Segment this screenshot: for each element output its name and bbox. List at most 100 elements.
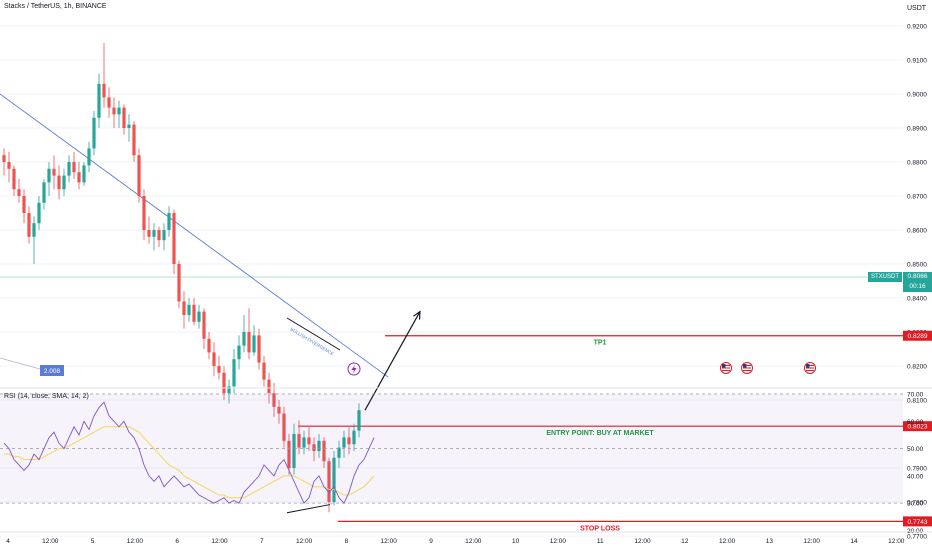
candle-body: [227, 386, 231, 394]
candle-body: [92, 117, 96, 149]
candle-body: [247, 332, 251, 353]
candle-body: [232, 359, 236, 387]
time-tick-label: 12: [681, 538, 689, 545]
candle-body: [212, 352, 216, 366]
candle-body: [22, 196, 26, 213]
price-tick-label: 0.8800: [907, 160, 927, 167]
candle-body: [12, 168, 16, 190]
currency-label: USDT: [907, 5, 927, 12]
us-flag-icon: [720, 362, 732, 374]
time-tick-label: 12:00: [465, 538, 482, 545]
time-tick-label: 5: [91, 538, 95, 545]
candle-body: [267, 379, 271, 394]
time-tick-label: 12:00: [211, 538, 228, 545]
time-tick-label: 12:00: [127, 538, 144, 545]
price-axis: 0.9200 0.9100 0.9000 0.8900 0.8800 0.8700 0.86…: [903, 24, 932, 541]
candle-body: [242, 332, 246, 346]
time-tick-label: 12:00: [719, 538, 736, 545]
divergence-label: BULLISH DIVERGENCE: [289, 327, 334, 357]
lightning-icon: [347, 362, 361, 376]
lightning-glyph: [351, 364, 357, 374]
candle-body: [317, 440, 321, 451]
rsi-tick-label: 30.00: [907, 501, 924, 508]
level-tag: [903, 330, 932, 341]
level-tag-text: 0.8289: [908, 333, 928, 340]
candle-body: [117, 107, 121, 115]
candle-body: [182, 301, 186, 315]
trend-extension: [0, 357, 41, 370]
us-flag-icon: [804, 362, 816, 374]
candle-body: [187, 304, 191, 315]
candle-body: [132, 124, 136, 156]
candle-body: [27, 213, 31, 237]
divergence-price-line: [286, 317, 341, 351]
candles: [2, 43, 361, 513]
candle-body: [47, 168, 51, 183]
time-tick-label: 7: [260, 538, 264, 545]
candle-body: [127, 124, 131, 128]
level-tag-text: 0.8023: [908, 424, 928, 431]
last-price-countdown: 00:16: [903, 282, 932, 292]
candle-body: [272, 393, 276, 407]
candle-body: [102, 83, 106, 98]
last-price-value: 0.8066: [903, 272, 932, 282]
candle-body: [147, 230, 151, 237]
time-tick-label: 8: [345, 538, 349, 545]
trend-value-tag: [40, 365, 64, 376]
rsi-title[interactable]: RSI (14, close, SMA, 14, 2): [4, 393, 89, 400]
time-tick-label: 12:00: [888, 538, 905, 545]
time-axis: 4 12:00 5 12:00 6 12:00 7 12:00 8 12:00 9 12:00 10 12…: [0, 531, 932, 545]
candle-body: [337, 447, 341, 458]
candle-body: [302, 437, 306, 448]
candle-body: [352, 430, 356, 445]
candle-body: [257, 335, 261, 363]
candle-body: [152, 230, 156, 237]
candle-body: [62, 175, 66, 190]
candle-body: [67, 162, 71, 176]
rsi-tick-label: 70.00: [907, 392, 924, 399]
candle-body: [202, 311, 206, 339]
candle-body: [282, 413, 286, 441]
price-tick-label: 0.9100: [907, 58, 927, 65]
level-label: ENTRY POINT: BUY AT MARKET: [546, 430, 654, 437]
level-tag: [903, 421, 932, 432]
candle-body: [57, 175, 61, 190]
trend-line: [0, 93, 389, 378]
trendline[interactable]: 2.008: [0, 93, 389, 378]
candle-body: [287, 440, 291, 468]
time-tick-label: 9: [429, 538, 433, 545]
price-tick-label: 0.8400: [907, 296, 927, 303]
candle-body: [357, 410, 361, 431]
candle-body: [122, 107, 126, 128]
flag-canton: [806, 364, 810, 368]
candle-body: [222, 372, 226, 394]
candle-body: [327, 461, 331, 502]
candle-body: [72, 162, 76, 173]
candle-body: [32, 223, 36, 237]
candle-body: [192, 304, 196, 322]
candle-body: [82, 165, 86, 183]
candle-body: [112, 107, 116, 115]
price-tick-label: 0.9000: [907, 92, 927, 99]
flag-canton: [743, 364, 747, 368]
candle-body: [17, 189, 21, 196]
candle-body: [52, 168, 56, 176]
price-tick-label: 0.7900: [907, 466, 927, 473]
us-flag-icon: [741, 362, 753, 374]
candle-body: [342, 437, 346, 448]
candle-body: [137, 155, 141, 196]
time-tick-label: 10: [512, 538, 520, 545]
candle-body: [172, 213, 176, 264]
candle-body: [312, 444, 316, 451]
price-tick-label: 0.8600: [907, 228, 927, 235]
rsi-tick-label: 50.00: [907, 446, 924, 453]
time-tick-label: 12:00: [381, 538, 398, 545]
candle-body: [217, 366, 221, 373]
candle-body: [292, 434, 296, 468]
trade-levels[interactable]: TP1 ENTRY POINT: BUY AT MARKET STOP LOSS: [298, 335, 903, 533]
price-tick-label: 0.8200: [907, 364, 927, 371]
time-tick-label: 12:00: [804, 538, 821, 545]
candle-body: [322, 440, 326, 462]
rsi-series-rsi: [3, 401, 375, 505]
